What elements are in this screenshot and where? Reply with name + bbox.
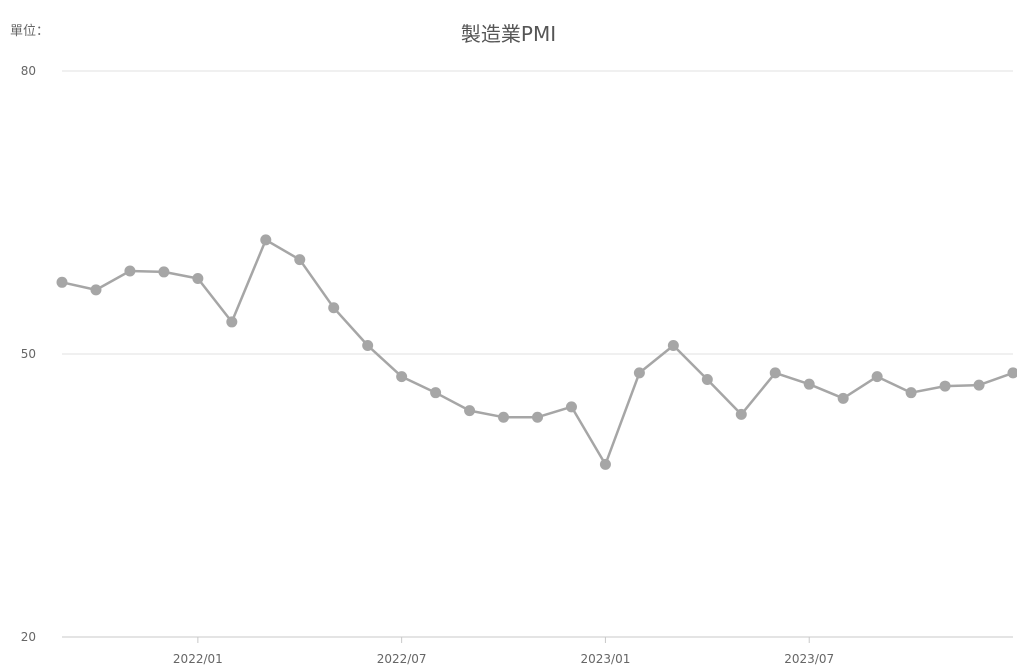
gridlines xyxy=(62,70,1013,638)
data-point[interactable] xyxy=(871,371,883,383)
data-point[interactable] xyxy=(939,380,951,392)
data-point[interactable] xyxy=(532,411,543,423)
data-point[interactable] xyxy=(362,340,374,352)
data-point[interactable] xyxy=(294,254,306,266)
data-point[interactable] xyxy=(260,234,272,246)
series-line xyxy=(60,238,1015,466)
data-point[interactable] xyxy=(973,379,985,391)
data-point[interactable] xyxy=(803,378,815,390)
chart-title: 製造業PMI xyxy=(460,22,557,46)
data-point[interactable] xyxy=(735,408,747,420)
x-tick-label: 2023/01 xyxy=(580,652,630,666)
x-tick-label: 2022/07 xyxy=(377,652,427,666)
data-point[interactable] xyxy=(124,265,136,277)
y-tick-label: 50 xyxy=(21,347,36,361)
axes: 20 50 80 2022/01 2022/07 2023/01 2023/07 xyxy=(21,64,834,666)
data-point[interactable] xyxy=(599,458,611,470)
data-point[interactable] xyxy=(192,273,204,285)
data-points xyxy=(56,234,1017,470)
data-point[interactable] xyxy=(464,405,476,417)
x-tick-label: 2023/07 xyxy=(784,652,834,666)
data-point[interactable] xyxy=(56,276,68,288)
data-point[interactable] xyxy=(90,284,102,296)
data-point[interactable] xyxy=(328,302,340,314)
data-point[interactable] xyxy=(430,387,442,399)
data-point[interactable] xyxy=(769,367,781,379)
data-point[interactable] xyxy=(1007,367,1017,379)
data-point[interactable] xyxy=(565,401,577,413)
data-point[interactable] xyxy=(158,266,170,278)
data-point[interactable] xyxy=(667,340,679,352)
data-point[interactable] xyxy=(633,367,645,379)
series-line-layer xyxy=(60,238,1015,466)
y-tick-label: 80 xyxy=(21,64,36,78)
data-point[interactable] xyxy=(701,373,713,385)
y-tick-label: 20 xyxy=(21,630,36,644)
x-tick-label: 2022/01 xyxy=(173,652,223,666)
unit-label: 單位： xyxy=(10,24,50,39)
data-point[interactable] xyxy=(837,392,849,404)
data-point[interactable] xyxy=(498,411,510,423)
data-point[interactable] xyxy=(905,387,917,399)
data-point[interactable] xyxy=(226,316,238,328)
data-point[interactable] xyxy=(396,371,408,383)
